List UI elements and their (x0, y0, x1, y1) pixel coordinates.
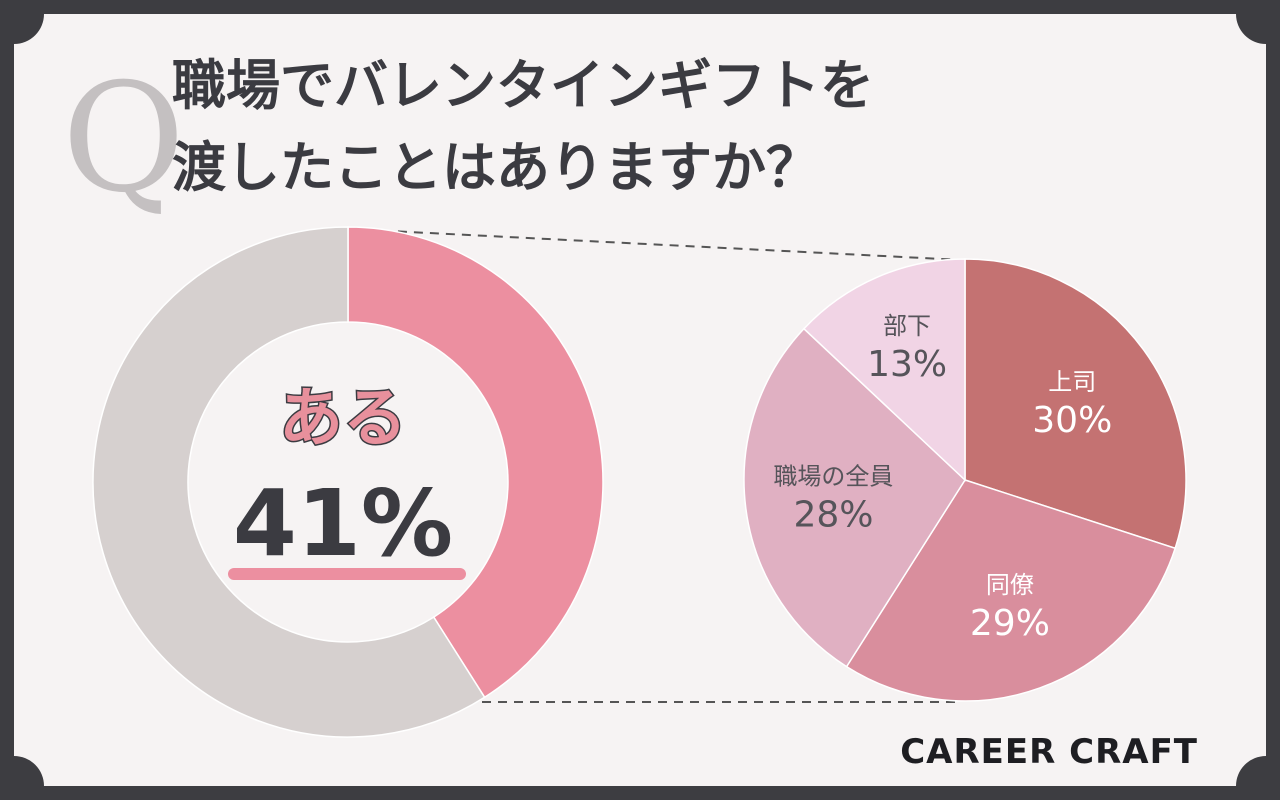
pie-value-everyone: 28% (793, 495, 873, 536)
pie-label-everyone: 職場の全員 (773, 463, 893, 491)
donut-segment-yes (347, 226, 604, 699)
question-line-2: 渡したことはありますか？ (172, 136, 820, 199)
q-mark-icon: Q (62, 52, 185, 226)
breakdown-pie-chart: 上司 30% 同僚 29% 職場の全員 28% 部下 13% (743, 258, 1187, 702)
donut-center-label: ある (279, 382, 407, 456)
pie-slice-colleague (845, 479, 1177, 702)
pie-value-subordinate: 13% (867, 344, 947, 385)
pie-label-superior: 上司 (1048, 368, 1096, 396)
highlight-underline (228, 568, 466, 580)
donut-center-value: 41% (233, 470, 453, 577)
donut-chart (92, 226, 604, 738)
brand-logo: CAREER CRAFT (900, 732, 1198, 772)
connector-line-top (349, 228, 963, 261)
pie-label-colleague: 同僚 (986, 571, 1034, 599)
pie-value-superior: 30% (1032, 400, 1112, 441)
pie-value-colleague: 29% (970, 603, 1050, 644)
pie-label-subordinate: 部下 (883, 312, 931, 340)
pie-slice-superior (964, 258, 1187, 550)
pie-slice-subordinate (802, 258, 966, 482)
question-line-1: 職場でバレンタインギフトを (172, 54, 874, 117)
pie-slice-everyone (743, 327, 966, 668)
donut-segment-rest (92, 226, 486, 738)
